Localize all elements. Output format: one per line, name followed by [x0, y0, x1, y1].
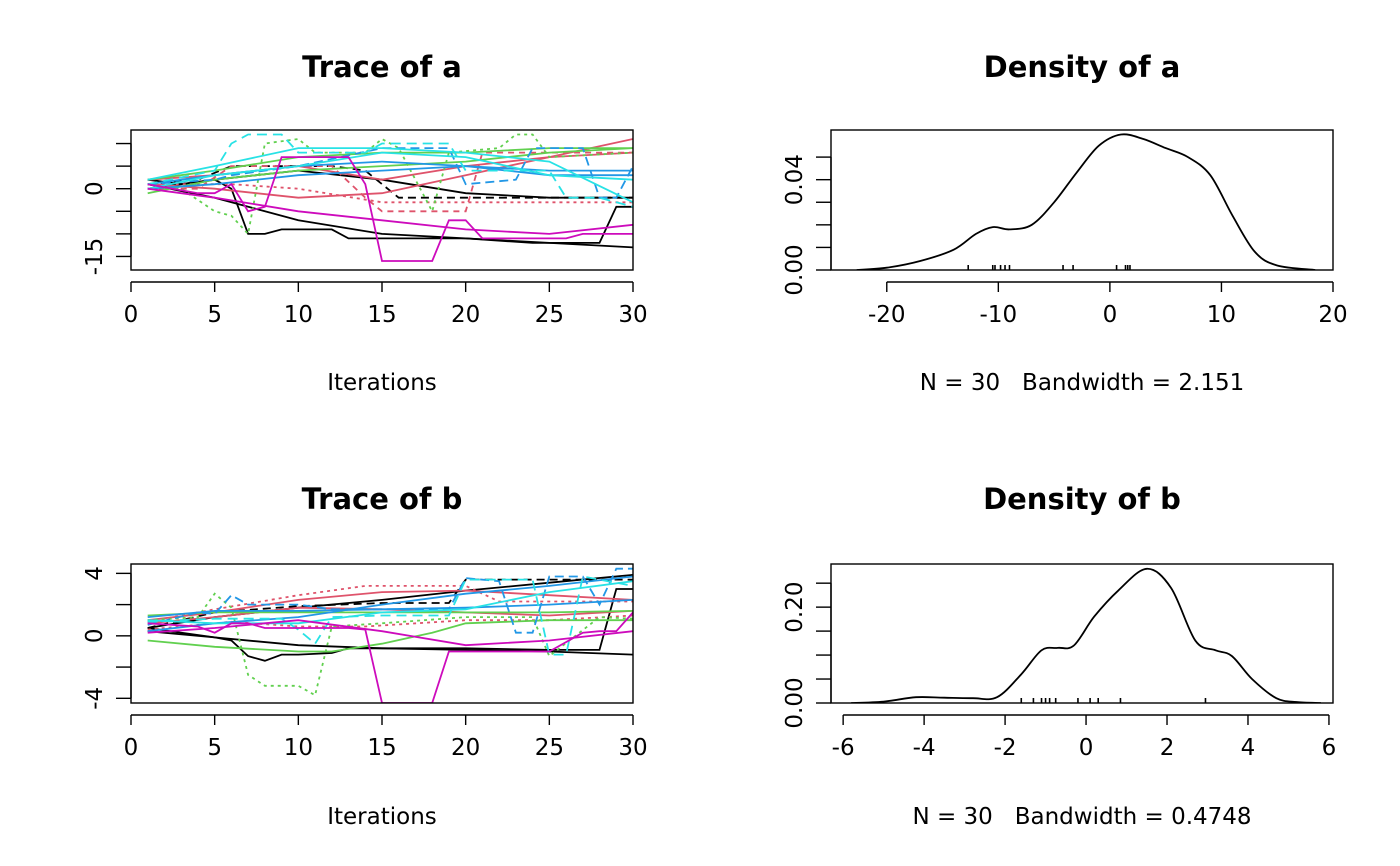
density-b-x-tick-label: 0: [1079, 735, 1094, 761]
trace-a-series-line: [147, 187, 633, 235]
trace-a-series-line: [147, 165, 633, 190]
trace-a-y-tick-label: -15: [82, 238, 108, 276]
trace-a-x-axis: 0 5 10 15 20 25 30: [124, 281, 648, 328]
trace-a-x-tick-label: 10: [284, 302, 313, 328]
trace-a-xlabel: Iterations: [327, 370, 437, 396]
density-a-title: Density of a: [984, 50, 1181, 84]
trace-a-x-tick-label: 15: [367, 302, 396, 328]
trace-b-x-tick-label: 25: [535, 735, 564, 761]
density-a-y-tick-label: 0.04: [782, 154, 808, 205]
density-a-x-axis: -20 -10 0 10 20: [868, 281, 1348, 328]
trace-a-x-tick-label: 30: [618, 302, 647, 328]
density-a-xlabel: N = 30 Bandwidth = 2.151: [920, 370, 1244, 396]
trace-a-series-line: [147, 147, 633, 199]
trace-b-panel: Trace of b Iterations 0 5 10 15 20 25 30 -4 0 4: [82, 482, 648, 830]
density-b-x-axis: -6 -4 -2 0 2 4 6: [832, 714, 1337, 761]
trace-a-x-tick-label: 25: [535, 302, 564, 328]
density-a-y-tick-label: 0.00: [782, 244, 808, 295]
trace-b-x-tick-label: 0: [124, 735, 139, 761]
trace-b-plot-area: [147, 567, 633, 703]
density-a-plot-area: [856, 133, 1316, 270]
trace-a-x-tick-label: 0: [124, 302, 139, 328]
trace-a-series-line: [147, 156, 633, 262]
density-a-y-axis: 0.00 0.04: [782, 154, 832, 296]
trace-a-y-axis: -15 0: [82, 142, 132, 276]
density-b-plot-area: [851, 567, 1321, 703]
trace-a-panel: Trace of a Iterations 0 5 10 15 20 25 30 -15 0: [82, 50, 648, 396]
trace-b-series-line: [147, 599, 633, 618]
density-b-x-tick-label: 2: [1160, 735, 1175, 761]
trace-b-y-tick-label: -4: [82, 687, 108, 710]
trace-b-x-tick-label: 10: [284, 735, 313, 761]
trace-b-x-tick-label: 20: [451, 735, 480, 761]
trace-a-plot-area: [147, 133, 633, 262]
density-a-density-curve: [856, 133, 1316, 270]
density-a-x-tick-label: 20: [1318, 302, 1347, 328]
trace-b-series-line: [147, 619, 633, 647]
density-b-xlabel: N = 30 Bandwidth = 0.4748: [912, 804, 1251, 830]
trace-b-y-axis: -4 0 4: [82, 566, 132, 710]
trace-a-y-tick-label: 0: [82, 181, 108, 196]
density-b-y-tick-label: 0.00: [782, 677, 808, 728]
trace-a-series-line: [147, 151, 633, 190]
density-b-density-curve: [851, 567, 1321, 703]
density-b-y-axis: 0.00 0.20: [782, 582, 832, 729]
trace-b-series-line: [147, 585, 633, 623]
density-b-title: Density of b: [983, 482, 1181, 516]
trace-a-series-line: [147, 147, 633, 204]
trace-a-series-line: [147, 151, 633, 213]
density-a-panel: Density of a N = 30 Bandwidth = 2.151 -2…: [782, 50, 1348, 396]
trace-a-frame: [130, 129, 634, 271]
trace-b-series-line: [147, 592, 633, 697]
density-b-panel: Density of b N = 30 Bandwidth = 0.4748 -…: [782, 482, 1336, 830]
trace-b-series-line: [147, 588, 633, 662]
trace-a-x-tick-label: 20: [451, 302, 480, 328]
trace-b-series-line: [147, 611, 633, 703]
trace-b-x-tick-label: 30: [618, 735, 647, 761]
trace-b-y-tick-label: 4: [82, 566, 108, 581]
trace-b-xlabel: Iterations: [327, 804, 437, 830]
density-b-x-tick-label: 6: [1322, 735, 1337, 761]
trace-b-series-line: [147, 580, 633, 625]
density-b-x-tick-label: -6: [832, 735, 855, 761]
trace-a-title: Trace of a: [302, 50, 462, 84]
density-a-x-tick-label: 10: [1207, 302, 1236, 328]
trace-b-series-line: [147, 619, 633, 653]
trace-b-series-line: [147, 630, 633, 656]
trace-a-series-line: [147, 133, 633, 236]
density-b-x-tick-label: -2: [994, 735, 1017, 761]
trace-b-series-line: [147, 567, 633, 634]
trace-b-x-tick-label: 5: [207, 735, 222, 761]
trace-a-x-tick-label: 5: [207, 302, 222, 328]
density-a-frame: [830, 129, 1334, 271]
density-b-y-tick-label: 0.20: [782, 582, 808, 633]
trace-b-y-tick-label: 0: [82, 629, 108, 644]
trace-a-series-line: [147, 133, 633, 208]
trace-b-x-tick-label: 15: [367, 735, 396, 761]
trace-b-title: Trace of b: [302, 482, 463, 516]
density-a-x-tick-label: -20: [868, 302, 906, 328]
trace-b-x-axis: 0 5 10 15 20 25 30: [124, 714, 648, 761]
trace-b-series-line: [147, 575, 633, 656]
density-a-x-tick-label: -10: [980, 302, 1018, 328]
density-b-x-tick-label: 4: [1241, 735, 1256, 761]
density-a-x-tick-label: 0: [1103, 302, 1118, 328]
density-b-x-tick-label: -4: [913, 735, 936, 761]
trace-a-series-line: [147, 147, 633, 195]
